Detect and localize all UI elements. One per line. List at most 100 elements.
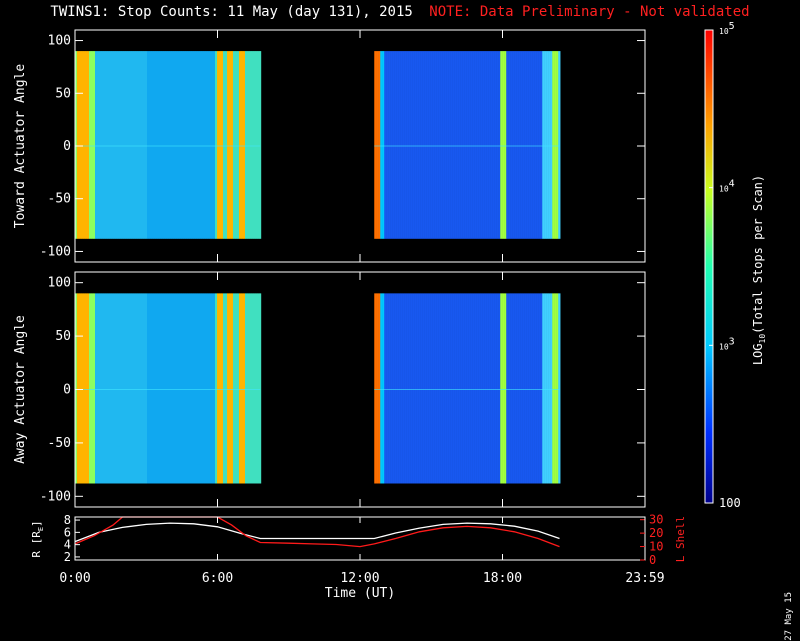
heatmap-strip (187, 51, 190, 239)
heatmap-strip (496, 51, 499, 239)
heatmap-strip (107, 51, 110, 239)
heatmap-strip (474, 293, 477, 484)
heatmap-strip (199, 293, 202, 484)
heatmap-strip (530, 51, 533, 239)
heatmap-strip (536, 51, 539, 239)
heatmap-strip (229, 293, 232, 484)
heatmap-strip (181, 51, 184, 239)
heatmap-strip (438, 51, 441, 239)
heatmap-strip (127, 51, 130, 239)
heatmap-strip (522, 293, 525, 484)
heatmap-strip (253, 293, 256, 484)
heatmap-strip (211, 293, 214, 484)
y-tick-label: 0 (63, 139, 71, 154)
heatmap-strip (550, 51, 553, 239)
heatmap-strip (179, 293, 182, 484)
heatmap-strip (500, 293, 503, 484)
heatmap-strip (243, 293, 246, 484)
colorbar-tick-exp: 3 (729, 336, 735, 347)
heatmap-strip (480, 51, 483, 239)
colorbar-label-rest: (Total Stops per Scan) (751, 175, 765, 334)
heatmap-strip (167, 51, 170, 239)
heatmap-strip (193, 51, 196, 239)
heatmap-strip (522, 51, 525, 239)
heatmap-strip (414, 51, 417, 239)
heatmap-strip (420, 51, 423, 239)
heatmap-strip (77, 51, 80, 239)
heatmap-strip (394, 293, 397, 484)
heatmap-strip (209, 293, 212, 484)
heatmap-strip (155, 51, 158, 239)
heatmap-strip (89, 51, 92, 239)
heatmap-strip (476, 51, 479, 239)
heatmap-strip (91, 293, 94, 484)
heatmap-strip (155, 293, 158, 484)
colorbar-tick-exp: 5 (729, 21, 735, 32)
y-tick-label: -50 (48, 192, 71, 207)
heatmap-strip (159, 293, 162, 484)
heatmap-strip (137, 51, 140, 239)
heatmap-strip (251, 51, 254, 239)
heatmap-strip (458, 293, 461, 484)
heatmap-strip (424, 51, 427, 239)
heatmap-strip (472, 293, 475, 484)
heatmap-strip (193, 293, 196, 484)
heatmap-strip (203, 51, 206, 239)
heatmap-strip (482, 51, 485, 239)
heatmap-strip (225, 293, 228, 484)
heatmap-strip (486, 293, 489, 484)
heatmap-strip (91, 51, 94, 239)
heatmap-strip (494, 293, 497, 484)
heatmap-strip (428, 51, 431, 239)
heatmap-strip (195, 293, 198, 484)
x-tick-label: 23:59 (625, 571, 664, 586)
heatmap-strip (466, 293, 469, 484)
heatmap-strip (410, 293, 413, 484)
heatmap-strip (520, 293, 523, 484)
heatmap-strip (556, 51, 559, 239)
heatmap-strip (217, 51, 220, 239)
heatmap-strip (490, 293, 493, 484)
heatmap-strip (386, 293, 389, 484)
heatmap-strip (169, 293, 172, 484)
heatmap-strip (247, 51, 250, 239)
left-tick-label: 8 (64, 513, 71, 527)
heatmap-strip (496, 293, 499, 484)
heatmap-strip (255, 51, 258, 239)
heatmap-strip (442, 293, 445, 484)
heatmap-strip (197, 293, 200, 484)
y-tick-label: 100 (48, 276, 71, 291)
heatmap-strip (440, 51, 443, 239)
y-tick-label: -100 (40, 244, 71, 259)
heatmap-strip (498, 51, 501, 239)
heatmap-strip (458, 51, 461, 239)
heatmap-strip (179, 51, 182, 239)
heatmap-strip (374, 51, 377, 239)
heatmap-strip (199, 51, 202, 239)
heatmap-strip (504, 293, 507, 484)
heatmap-strip (131, 293, 134, 484)
heatmap-strip (512, 51, 515, 239)
heatmap-strip (384, 293, 387, 484)
heatmap-strip (211, 51, 214, 239)
x-tick-label: 18:00 (483, 571, 522, 586)
heatmap-strip (414, 293, 417, 484)
heatmap-strip (151, 51, 154, 239)
heatmap-strip (127, 293, 130, 484)
heatmap-strip (259, 51, 262, 239)
heatmap-strip (135, 51, 138, 239)
heatmap-strip (418, 51, 421, 239)
away-heatmap-panel: -100 -50 0 50 100 Away Actuator Angle (13, 271, 646, 508)
heatmap-strip (468, 51, 471, 239)
heatmap-strip (518, 51, 521, 239)
heatmap-strip (436, 51, 439, 239)
heatmap-strip (384, 51, 387, 239)
heatmap-strip (85, 51, 88, 239)
heatmap-strip (550, 293, 553, 484)
heatmap-strip (526, 51, 529, 239)
title-row: TWINS1: Stop Counts: 11 May (day 131), 2… (0, 4, 800, 20)
heatmap-strip (125, 51, 128, 239)
heatmap-strip (139, 293, 142, 484)
